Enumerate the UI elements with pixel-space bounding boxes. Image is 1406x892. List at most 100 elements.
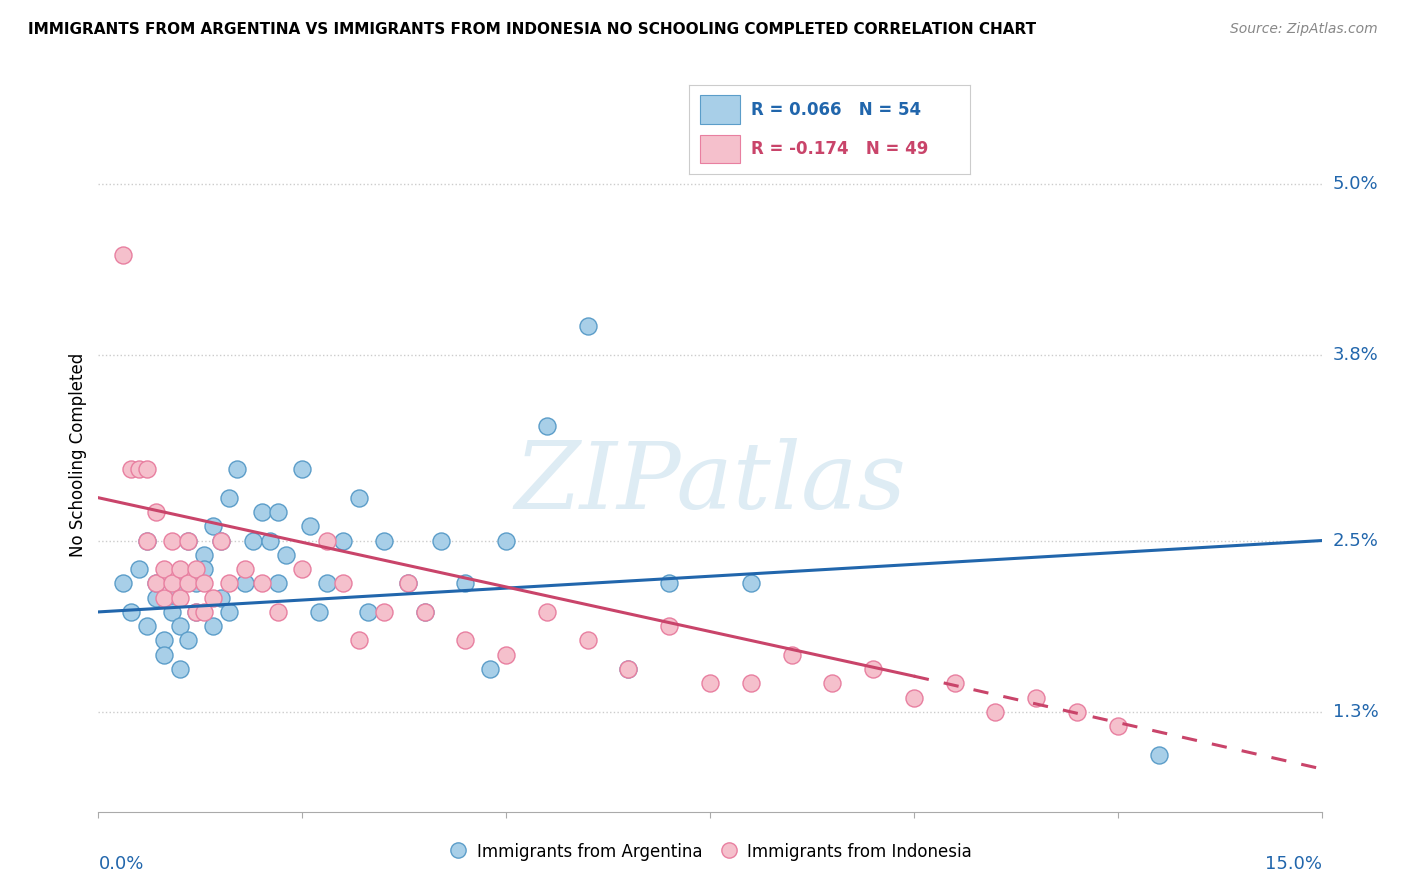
Point: [226, 462, 249, 476]
Text: Source: ZipAtlas.com: Source: ZipAtlas.com: [1230, 22, 1378, 37]
Point: [259, 533, 281, 548]
Point: [152, 562, 174, 576]
Point: [291, 562, 314, 576]
Point: [478, 662, 501, 676]
Point: [136, 619, 159, 633]
Point: [267, 605, 290, 619]
Point: [267, 576, 290, 591]
Point: [332, 576, 354, 591]
Point: [821, 676, 844, 690]
Point: [242, 533, 264, 548]
Point: [250, 505, 273, 519]
Text: IMMIGRANTS FROM ARGENTINA VS IMMIGRANTS FROM INDONESIA NO SCHOOLING COMPLETED CO: IMMIGRANTS FROM ARGENTINA VS IMMIGRANTS …: [28, 22, 1036, 37]
Point: [201, 591, 224, 605]
Point: [177, 533, 200, 548]
Point: [128, 562, 150, 576]
Point: [315, 533, 337, 548]
Text: 3.8%: 3.8%: [1333, 346, 1378, 364]
Point: [209, 533, 232, 548]
Point: [193, 562, 215, 576]
Point: [186, 576, 208, 591]
Point: [617, 662, 640, 676]
Point: [349, 491, 371, 505]
Point: [299, 519, 322, 533]
Point: [136, 533, 159, 548]
Legend: Immigrants from Argentina, Immigrants from Indonesia: Immigrants from Argentina, Immigrants fr…: [441, 836, 979, 868]
Point: [373, 605, 395, 619]
Point: [396, 576, 419, 591]
Point: [160, 533, 183, 548]
Point: [413, 605, 436, 619]
Bar: [700, 135, 740, 163]
Point: [1066, 705, 1088, 719]
Point: [576, 319, 599, 334]
Point: [430, 533, 453, 548]
Point: [145, 591, 167, 605]
Point: [193, 548, 215, 562]
Point: [111, 248, 134, 262]
Point: [536, 605, 558, 619]
Point: [169, 591, 191, 605]
Point: [120, 462, 142, 476]
Point: [152, 591, 174, 605]
Point: [373, 533, 395, 548]
Point: [903, 690, 925, 705]
Point: [218, 605, 240, 619]
Point: [169, 562, 191, 576]
Point: [177, 633, 200, 648]
Point: [160, 576, 183, 591]
Bar: [700, 95, 740, 124]
Point: [413, 605, 436, 619]
Point: [658, 619, 681, 633]
Point: [209, 533, 232, 548]
Point: [943, 676, 966, 690]
Point: [233, 562, 256, 576]
Point: [145, 576, 167, 591]
Text: R = 0.066   N = 54: R = 0.066 N = 54: [751, 101, 921, 119]
Point: [201, 519, 224, 533]
Point: [332, 533, 354, 548]
Text: 0.0%: 0.0%: [98, 855, 143, 872]
Point: [186, 605, 208, 619]
Point: [136, 533, 159, 548]
Point: [315, 576, 337, 591]
Point: [658, 576, 681, 591]
Point: [780, 648, 803, 662]
Point: [169, 662, 191, 676]
Point: [291, 462, 314, 476]
Point: [145, 576, 167, 591]
Point: [349, 633, 371, 648]
Point: [250, 576, 273, 591]
Point: [169, 619, 191, 633]
Point: [617, 662, 640, 676]
Text: 2.5%: 2.5%: [1333, 532, 1379, 549]
Point: [128, 462, 150, 476]
Point: [1147, 747, 1170, 762]
Point: [1107, 719, 1129, 733]
Point: [1025, 690, 1047, 705]
Point: [233, 576, 256, 591]
Point: [111, 576, 134, 591]
Point: [201, 619, 224, 633]
Text: R = -0.174   N = 49: R = -0.174 N = 49: [751, 140, 928, 158]
Point: [218, 576, 240, 591]
Point: [984, 705, 1007, 719]
Point: [740, 676, 762, 690]
Point: [145, 505, 167, 519]
Point: [862, 662, 884, 676]
Point: [454, 633, 477, 648]
Point: [169, 576, 191, 591]
Point: [218, 491, 240, 505]
Point: [308, 605, 330, 619]
Point: [186, 562, 208, 576]
Y-axis label: No Schooling Completed: No Schooling Completed: [69, 353, 87, 557]
Point: [396, 576, 419, 591]
Point: [177, 533, 200, 548]
Point: [274, 548, 297, 562]
Point: [536, 419, 558, 434]
Point: [209, 591, 232, 605]
Point: [454, 576, 477, 591]
Point: [136, 462, 159, 476]
Point: [495, 533, 517, 548]
Point: [193, 605, 215, 619]
